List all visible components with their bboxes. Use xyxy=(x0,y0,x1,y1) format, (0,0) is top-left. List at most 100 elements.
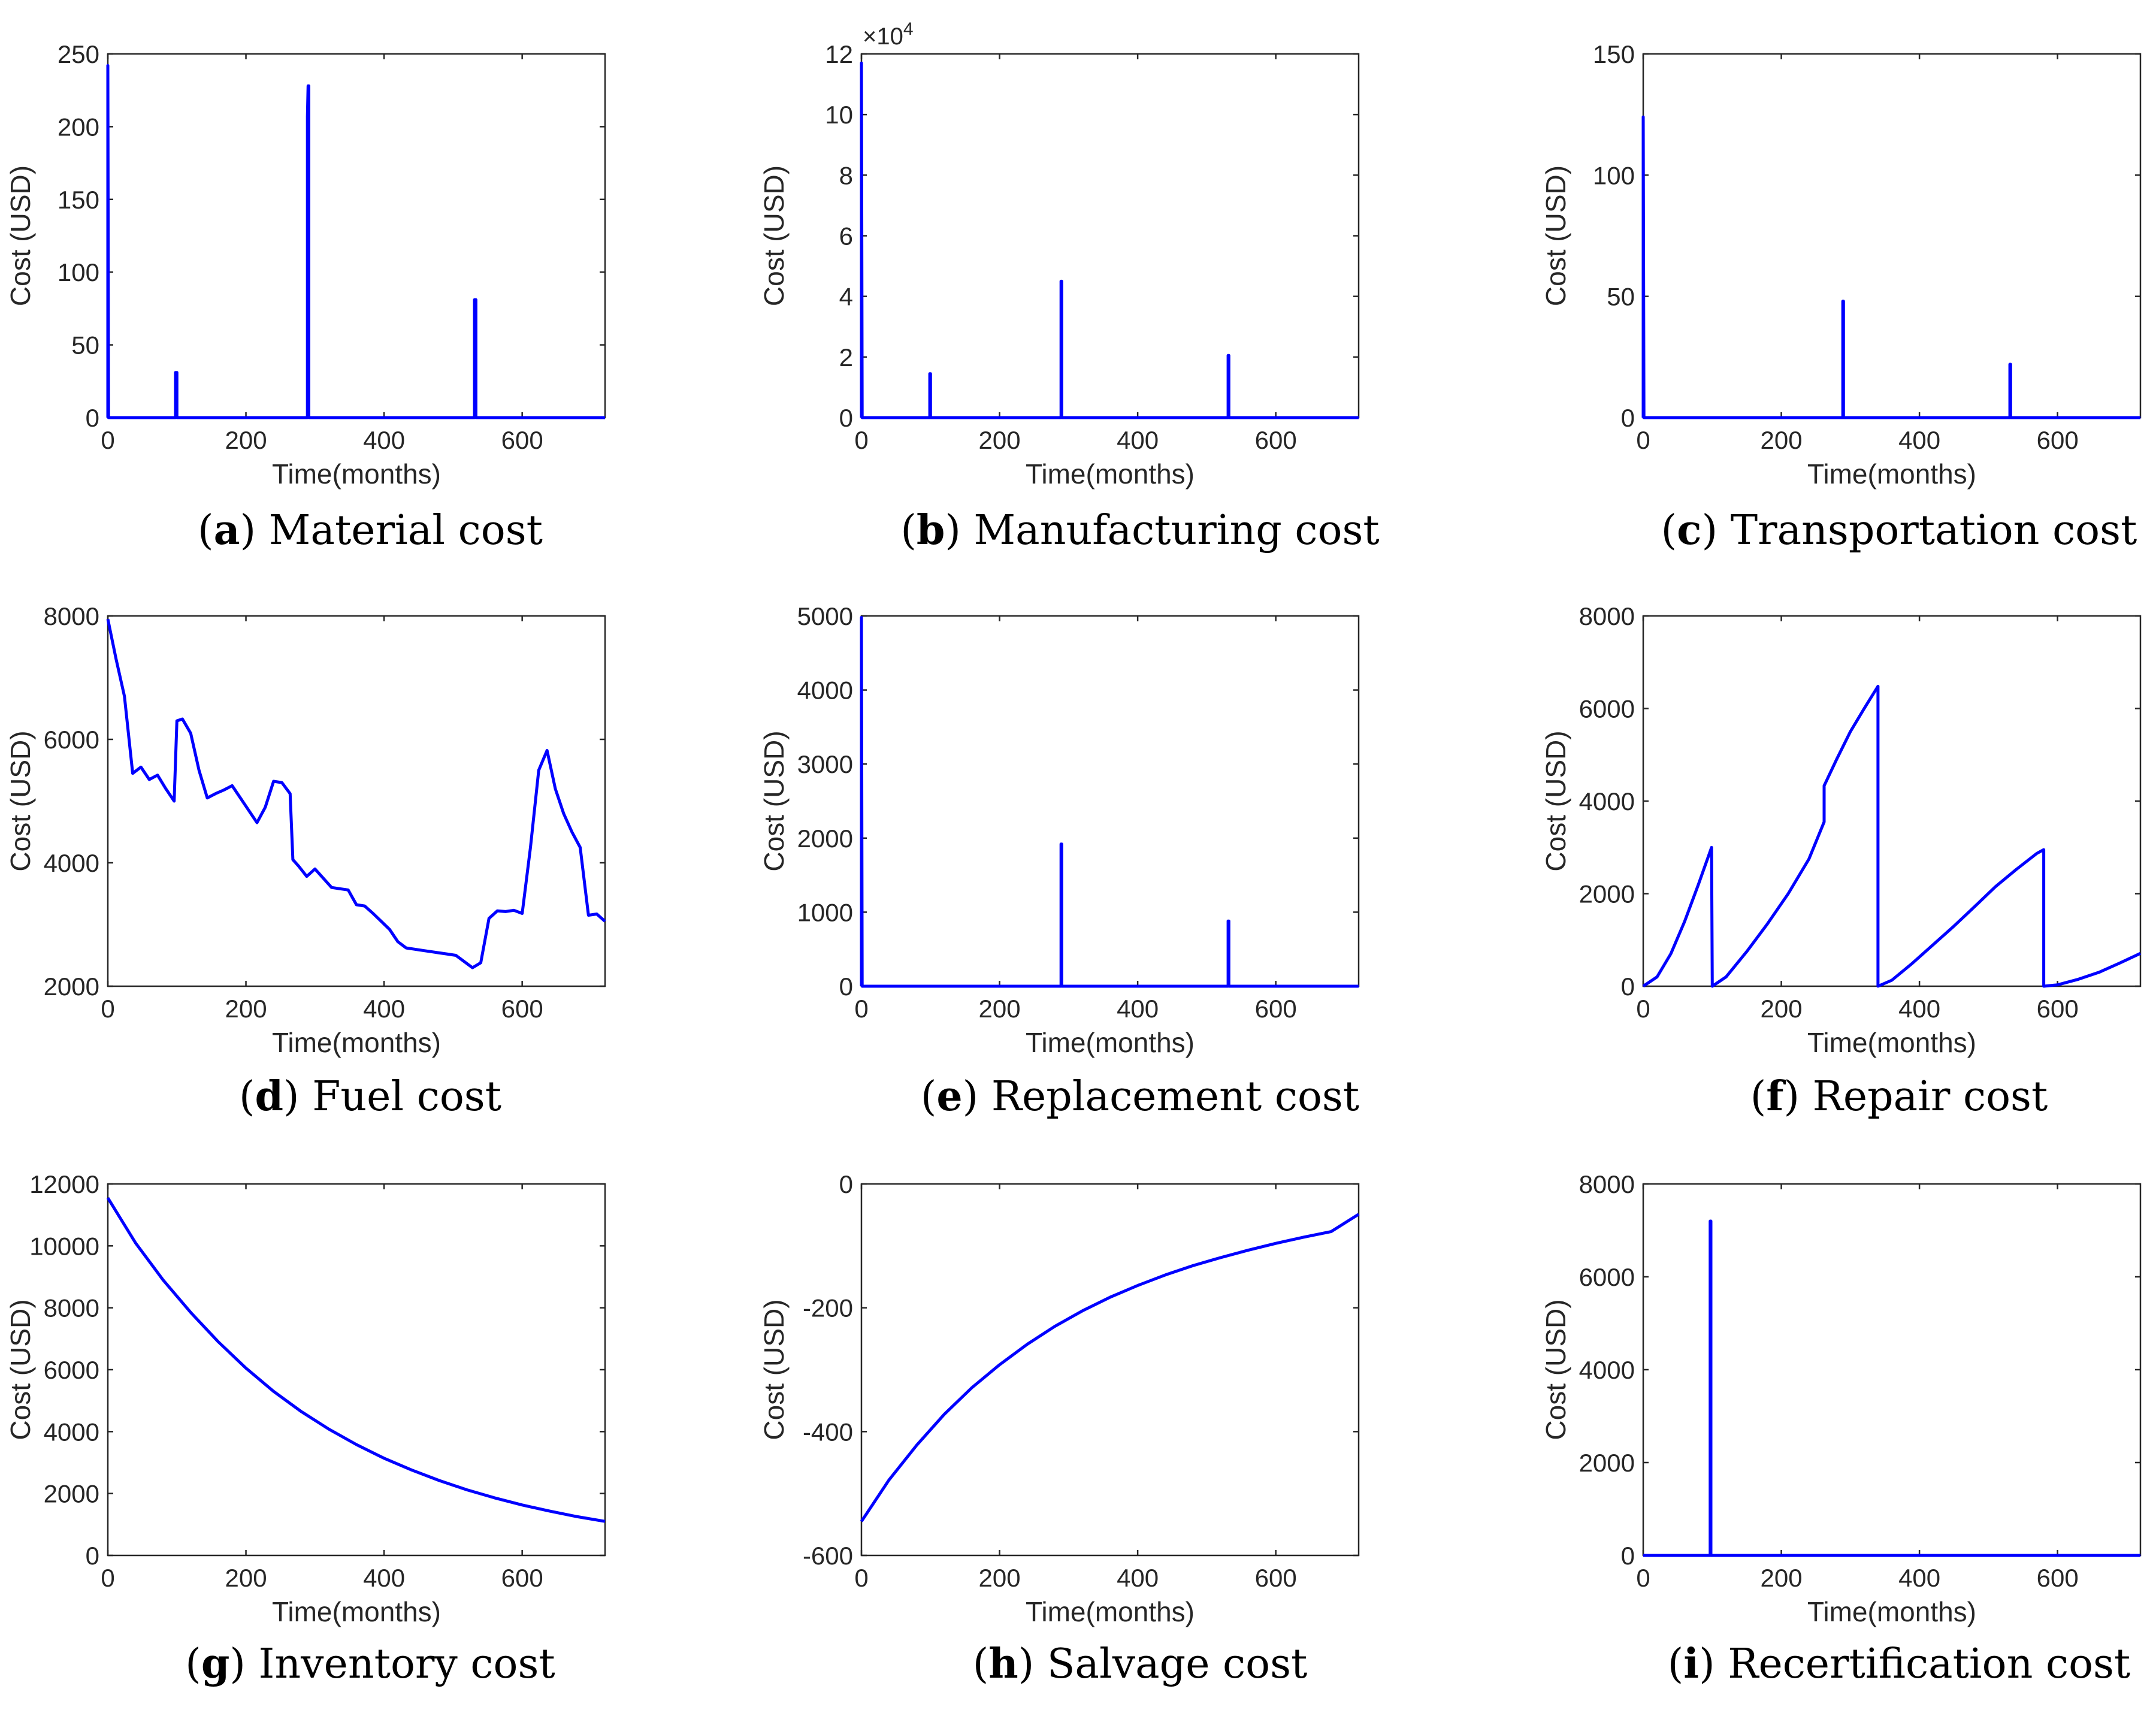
x-tick-label: 200 xyxy=(1761,1564,1803,1592)
y-tick-label: 6000 xyxy=(1579,695,1635,723)
x-tick-label: 400 xyxy=(1898,995,1940,1023)
panel-caption: (c) Transportation cost xyxy=(1661,506,2137,554)
x-tick-label: 400 xyxy=(1117,426,1159,454)
x-tick-label: 200 xyxy=(979,995,1021,1023)
y-tick-label: 4000 xyxy=(1579,1356,1635,1384)
panel-e: 0 200 400 600 0 1000 2000 3000 4000 5000 Time(mont… xyxy=(758,602,1360,1120)
x-tick-label: 600 xyxy=(1255,995,1297,1023)
x-tick-label: 400 xyxy=(1117,995,1159,1023)
panel-caption: (f) Repair cost xyxy=(1750,1072,2048,1120)
panel-b: 0 200 400 600 0 2 4 6 8 10 12 ×104 Time(months) Cost … xyxy=(758,19,1380,554)
y-tick-label: -600 xyxy=(803,1542,853,1570)
y-axis-label: Cost (USD) xyxy=(758,165,790,306)
x-tick-label: 600 xyxy=(501,426,543,454)
series-line xyxy=(1642,684,2142,988)
y-axis-label: Cost (USD) xyxy=(5,165,36,306)
x-tick-label: 0 xyxy=(101,1564,114,1592)
y-tick-label: 1000 xyxy=(797,898,853,926)
plot-frame xyxy=(107,1183,606,1557)
x-axis-label: Time(months) xyxy=(1026,1027,1195,1058)
y-tick-label: 0 xyxy=(1621,972,1635,1001)
y-tick-label: 6000 xyxy=(1579,1263,1635,1291)
x-tick-label: 400 xyxy=(363,995,405,1023)
y-tick-label: 50 xyxy=(71,331,99,359)
x-tick-label: 600 xyxy=(2037,995,2079,1023)
panel-c: 0 200 400 600 0 50 100 150 Time(months) Cost (USD… xyxy=(1540,40,2142,554)
x-axis-label: Time(months) xyxy=(1026,458,1195,490)
x-tick-label: 0 xyxy=(854,995,868,1023)
y-tick-label: 4000 xyxy=(1579,787,1635,815)
y-tick-label: 2000 xyxy=(1579,880,1635,908)
x-tick-label: 200 xyxy=(225,1564,267,1592)
x-tick-label: 400 xyxy=(1117,1564,1159,1592)
y-tick-label: 0 xyxy=(839,972,853,1001)
y-tick-label: 0 xyxy=(86,404,99,432)
y-tick-label: 4 xyxy=(839,283,853,311)
series-line xyxy=(1643,1219,2140,1557)
x-tick-label: 200 xyxy=(225,995,267,1023)
y-tick-label: 6000 xyxy=(44,1356,99,1384)
y-tick-label: 4000 xyxy=(797,676,853,705)
panel-d: 0 200 400 600 2000 4000 6000 8000 Time(months) Co… xyxy=(5,602,606,1120)
panel-a: 0 200 400 600 0 50 100 150 200 250 Time(months) Cos… xyxy=(5,40,606,554)
y-tick-label: 4000 xyxy=(44,1418,99,1446)
x-tick-label: 200 xyxy=(1761,995,1803,1023)
y-axis-label: Cost (USD) xyxy=(1540,730,1571,871)
x-tick-label: 600 xyxy=(501,995,543,1023)
x-tick-label: 200 xyxy=(1761,426,1803,454)
x-tick-label: 400 xyxy=(363,426,405,454)
plot-frame xyxy=(1642,53,2142,419)
series-line xyxy=(1641,115,2140,419)
panel-h: 0 200 400 600 -600 -400 -200 0 Time(months) Cost … xyxy=(758,1170,1360,1688)
y-tick-label: 200 xyxy=(58,113,99,141)
x-tick-label: 200 xyxy=(225,426,267,454)
y-axis-label: Cost (USD) xyxy=(1540,1299,1571,1440)
y-tick-label: 5000 xyxy=(797,602,853,630)
y-tick-label: 2000 xyxy=(44,972,99,1001)
y-tick-label: 0 xyxy=(1621,404,1635,432)
plot-frame xyxy=(860,615,1360,987)
y-tick-label: 2 xyxy=(839,343,853,371)
y-tick-label: -200 xyxy=(803,1294,853,1322)
x-tick-label: 600 xyxy=(501,1564,543,1592)
panel-caption: (a) Material cost xyxy=(198,506,543,554)
y-tick-label: 100 xyxy=(58,258,99,286)
series-line xyxy=(106,1197,606,1523)
x-tick-label: 400 xyxy=(363,1564,405,1592)
x-tick-label: 0 xyxy=(1636,995,1650,1023)
x-tick-label: 0 xyxy=(101,995,114,1023)
x-axis-label: Time(months) xyxy=(1026,1596,1195,1627)
x-tick-label: 200 xyxy=(979,1564,1021,1592)
x-tick-label: 400 xyxy=(1898,1564,1940,1592)
panel-f: 0 200 400 60002000400060008000Time(months)C… xyxy=(1540,602,2142,1120)
y-tick-label: 0 xyxy=(86,1542,99,1570)
series-line xyxy=(106,618,606,969)
x-tick-label: 0 xyxy=(101,426,114,454)
series-line xyxy=(106,64,605,419)
y-tick-label: 3000 xyxy=(797,750,853,778)
x-tick-label: 600 xyxy=(2037,426,2079,454)
x-axis-label: Time(months) xyxy=(1807,1027,1976,1058)
y-tick-label: 0 xyxy=(839,404,853,432)
y-tick-label: 250 xyxy=(58,40,99,68)
panel-caption: (d) Fuel cost xyxy=(239,1072,501,1120)
y-tick-label: 150 xyxy=(58,186,99,214)
plot-frame xyxy=(107,53,606,419)
y-tick-label: 8000 xyxy=(1579,602,1635,630)
y-tick-label: 8000 xyxy=(44,602,99,630)
y-tick-label: 8 xyxy=(839,161,853,189)
panel-g: 0 200 400 600020004000600080001000012000Tim… xyxy=(5,1170,606,1688)
x-axis-label: Time(months) xyxy=(1807,1596,1976,1627)
y-tick-label: -400 xyxy=(803,1418,853,1446)
plot-frame xyxy=(107,615,606,987)
y-exponent-label: ×104 xyxy=(863,19,914,50)
panel-caption: (i) Recertification cost xyxy=(1668,1640,2131,1688)
x-tick-label: 0 xyxy=(854,1564,868,1592)
x-tick-label: 0 xyxy=(854,426,868,454)
y-tick-label: 2000 xyxy=(44,1480,99,1508)
y-tick-label: 6000 xyxy=(44,726,99,754)
y-tick-label: 6 xyxy=(839,222,853,250)
y-tick-label: 10 xyxy=(825,101,853,129)
y-tick-label: 4000 xyxy=(44,849,99,877)
